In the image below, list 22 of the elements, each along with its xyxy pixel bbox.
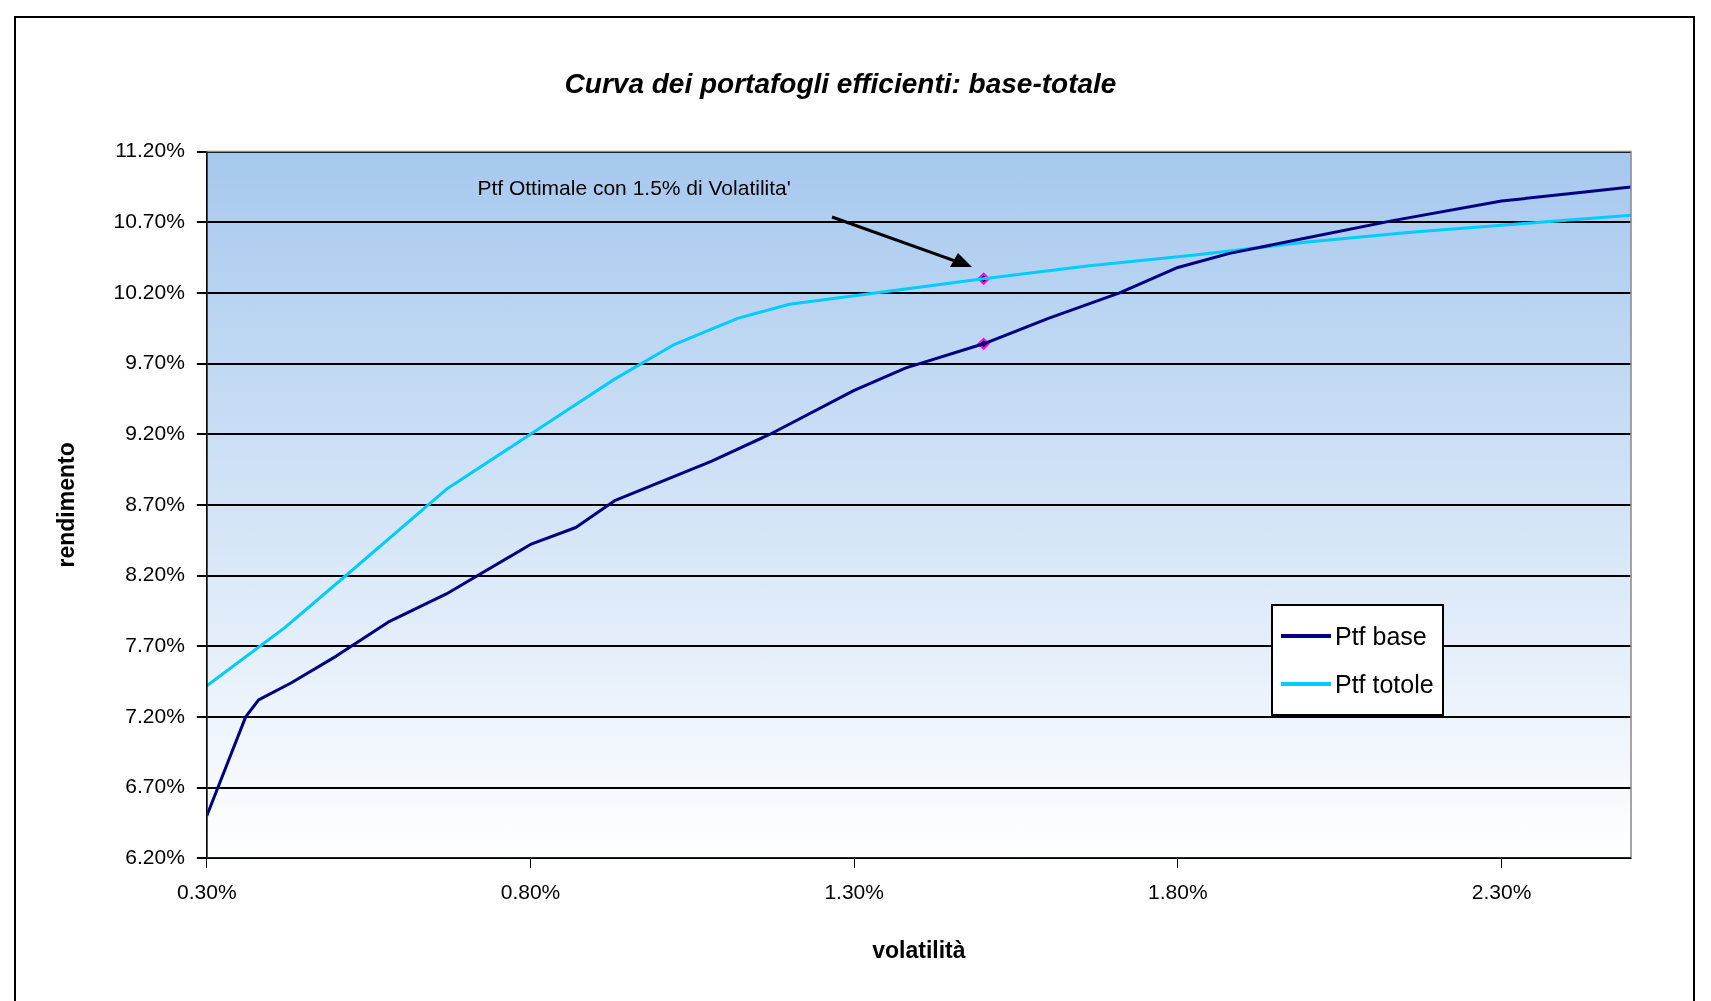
y-axis-title: rendimento — [53, 442, 80, 568]
y-tick-label: 11.20% — [115, 138, 185, 162]
x-axis-title: volatilità — [872, 936, 966, 963]
y-tick-label: 7.20% — [125, 703, 185, 727]
y-tick-label: 10.20% — [113, 279, 185, 303]
x-tick-label: 1.80% — [1148, 879, 1208, 903]
legend-label: Ptf totole — [1335, 668, 1434, 700]
y-tick-label: 9.70% — [125, 350, 185, 374]
y-tick-label: 6.70% — [125, 774, 185, 798]
x-tick-label: 1.30% — [824, 879, 884, 903]
legend-label: Ptf base — [1335, 620, 1427, 652]
y-tick-label: 10.70% — [113, 209, 185, 233]
y-tick-label: 7.70% — [125, 633, 185, 657]
chart-title: Curva dei portafogli efficienti: base-totale — [564, 67, 1117, 99]
y-tick-label: 9.20% — [125, 421, 185, 445]
x-tick-label: 2.30% — [1471, 879, 1532, 903]
y-tick-label: 8.70% — [125, 491, 185, 515]
y-tick-label: 8.20% — [125, 562, 185, 586]
x-tick-label: 0.80% — [500, 879, 561, 903]
y-tick-label: 6.20% — [125, 845, 185, 868]
annotation: Ptf Ottimale con 1.5% di Volatilita' — [477, 176, 791, 200]
x-tick-label: 0.30% — [177, 879, 237, 903]
